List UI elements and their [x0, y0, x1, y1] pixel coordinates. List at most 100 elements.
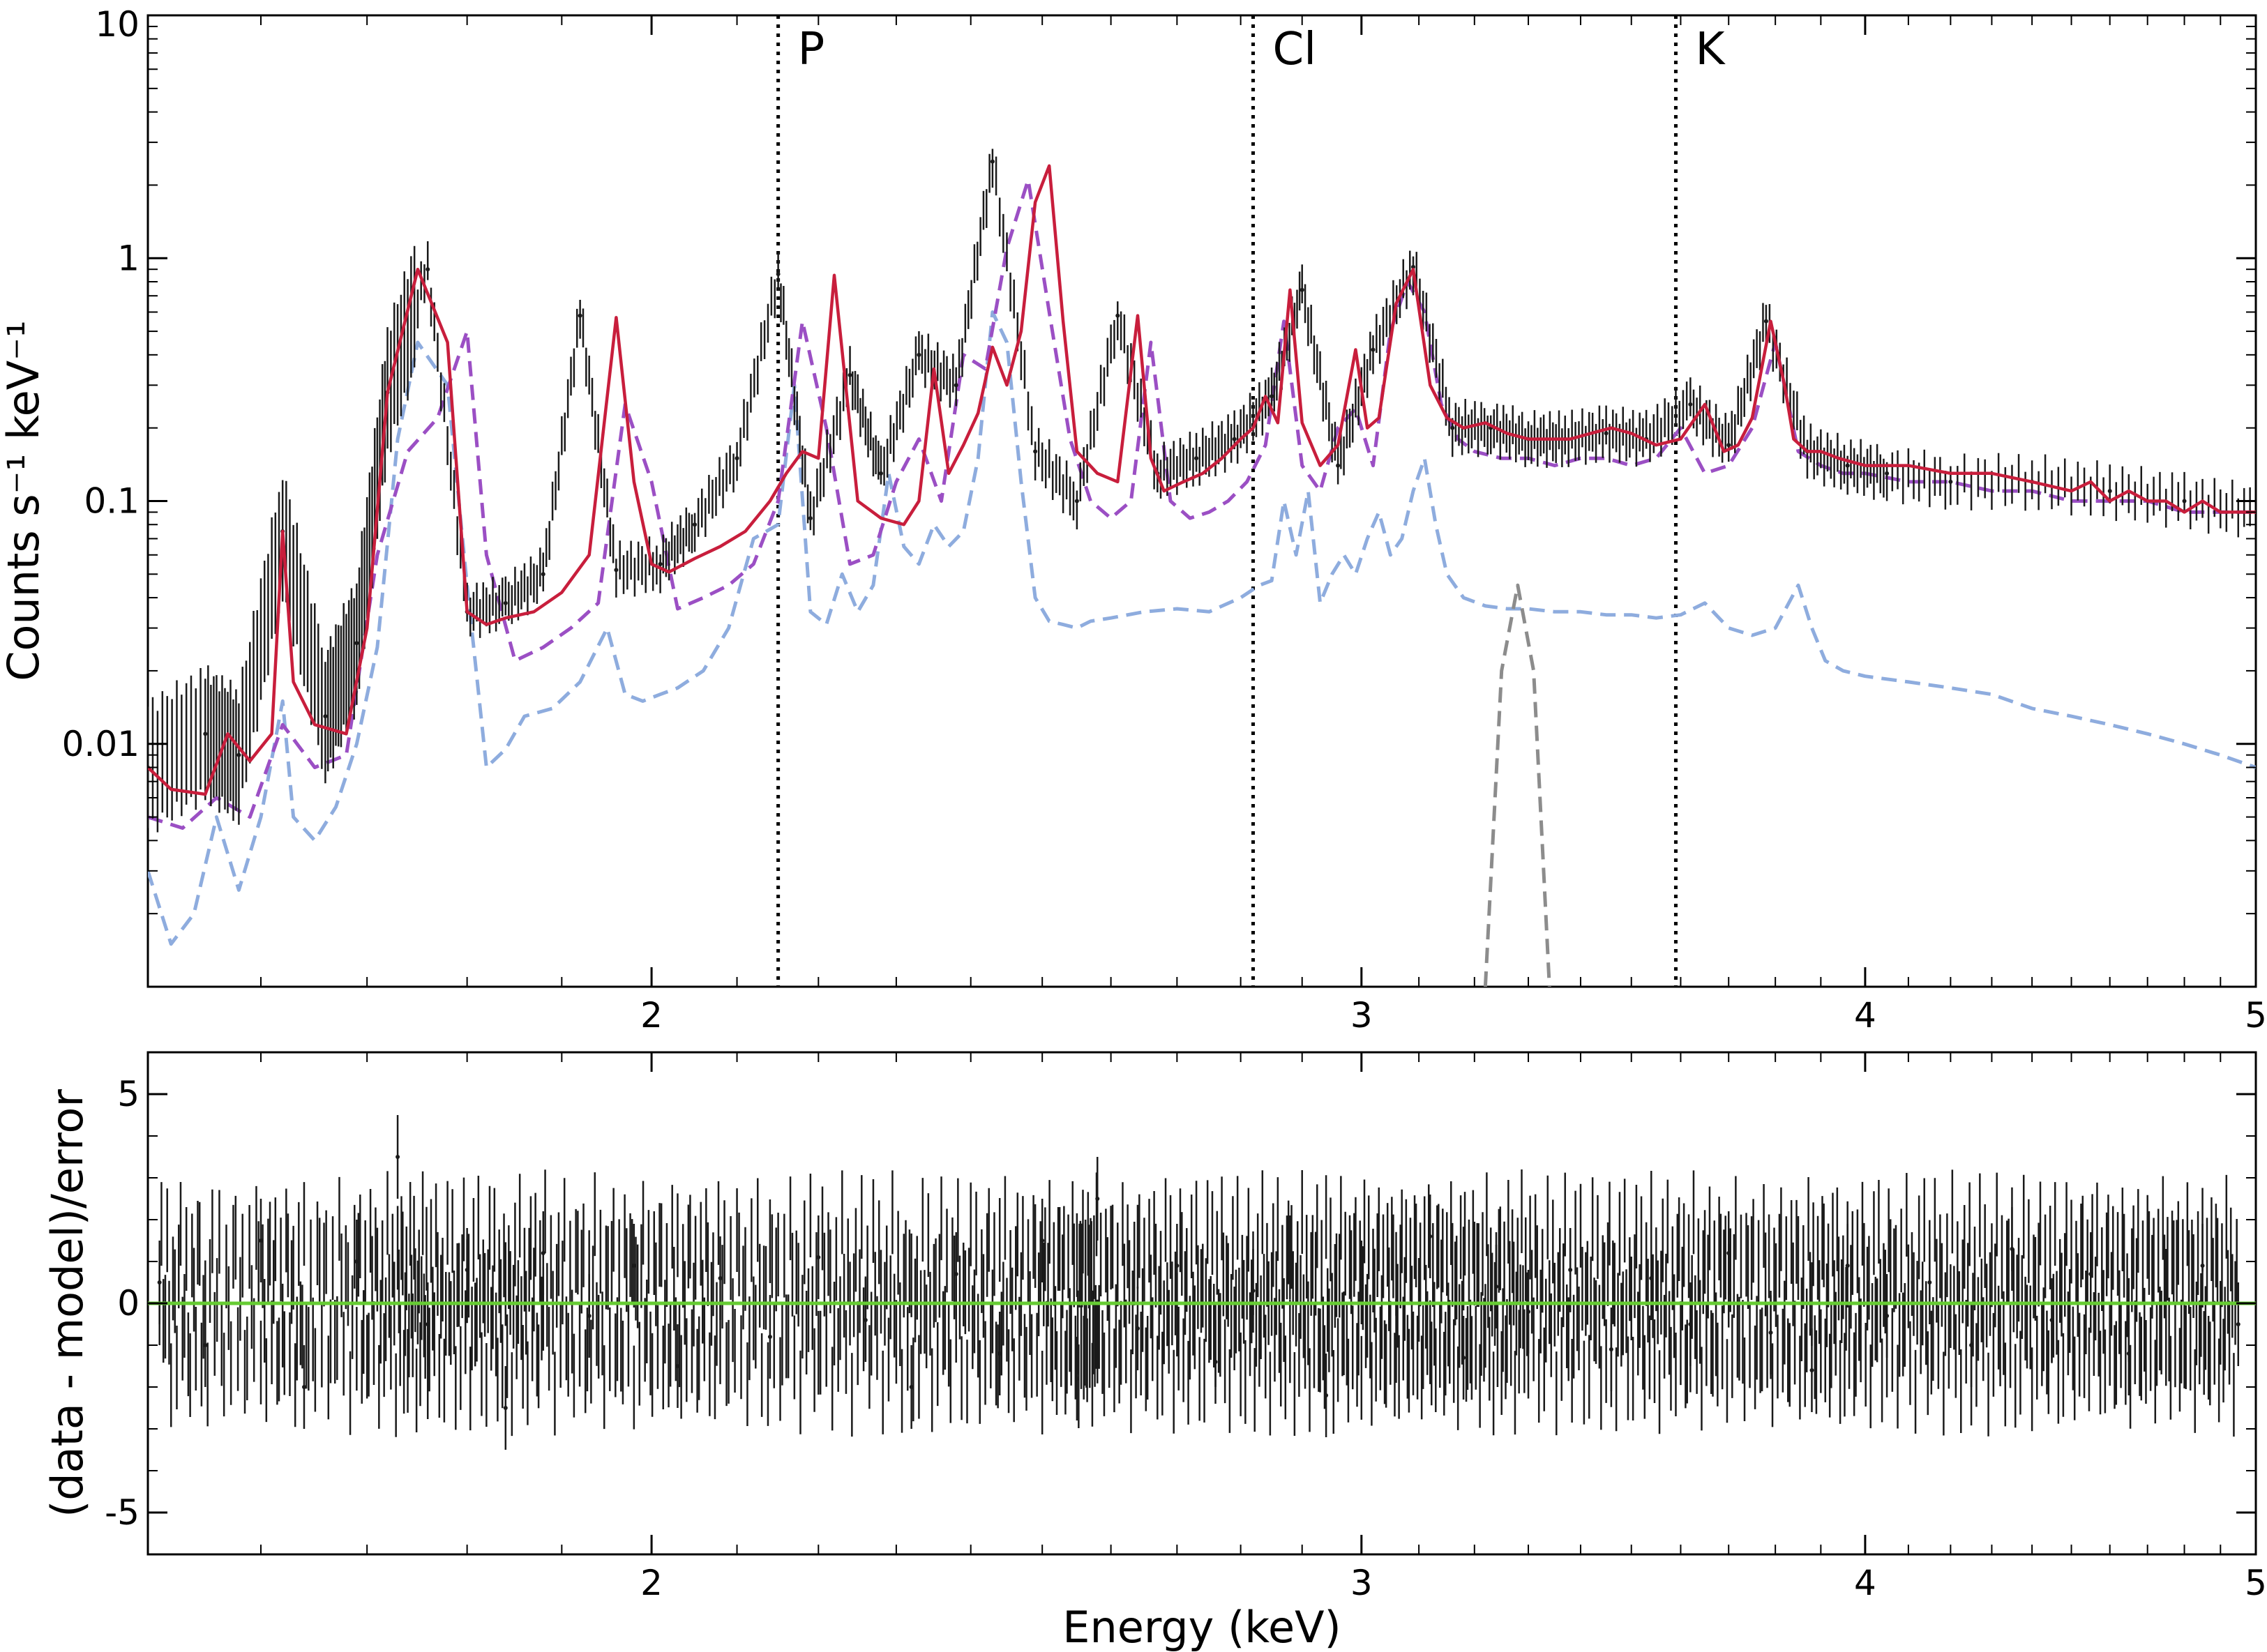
residuals-clip-group [148, 1115, 2256, 1450]
residual-point [1428, 1234, 1433, 1238]
component-1-line [148, 178, 2256, 830]
data-point [1726, 443, 1731, 448]
residual-point [396, 1155, 400, 1159]
data-points-group [148, 149, 2256, 833]
residual-point [1074, 1377, 1079, 1381]
residual-point [1609, 1347, 1613, 1351]
residual-point [2010, 1247, 2014, 1251]
residual-point [631, 1264, 636, 1268]
residuals-x-tick-label: 4 [1854, 1563, 1876, 1603]
data-point [203, 732, 208, 736]
spectrum-x-tick-label: 5 [2245, 995, 2267, 1036]
narrow-component-line [1483, 583, 1551, 987]
residual-point [1493, 1285, 1498, 1289]
residual-point [1568, 1268, 1573, 1272]
data-point [776, 272, 781, 277]
data-point [1411, 264, 1416, 269]
residual-point [2049, 1318, 2054, 1322]
residual-point [2200, 1264, 2205, 1268]
residual-point [2088, 1272, 2093, 1276]
spectrum-axis-ticks: 2 3 4 5 0.01 0.1 1 10 [62, 4, 2267, 1036]
data-point [1371, 347, 1376, 352]
data-point [1270, 394, 1274, 399]
residual-point [1927, 1280, 1932, 1285]
data-point [236, 752, 241, 757]
component-2-line [148, 310, 2256, 946]
residual-point [2236, 1322, 2240, 1326]
total-model-line [148, 164, 2256, 796]
spectrum-x-tick-label: 2 [640, 995, 663, 1036]
residual-point [2164, 1289, 2169, 1293]
x-axis-label: Energy (keV) [1062, 1602, 1341, 1652]
residual-point [1251, 1289, 1256, 1293]
residual-point [675, 1364, 680, 1368]
residual-point [258, 1238, 263, 1243]
data-point [990, 159, 995, 164]
spectrum-y-tick-label: 10 [95, 4, 140, 45]
residuals-y-tick-label: 0 [117, 1283, 140, 1324]
spectrum-y-tick-label: 0.01 [62, 724, 140, 764]
residual-point [1649, 1276, 1654, 1280]
data-point [917, 352, 921, 357]
spectrum-x-tick-label: 3 [1350, 995, 1373, 1036]
data-point [323, 714, 328, 719]
residual-point [1135, 1326, 1140, 1331]
data-point [2182, 499, 2187, 503]
data-point [425, 267, 430, 272]
residual-point [1359, 1280, 1364, 1285]
data-point [1845, 463, 1850, 468]
residuals-x-tick-label: 5 [2245, 1563, 2267, 1603]
data-point [693, 522, 698, 527]
data-point [1232, 437, 1237, 441]
residual-point [1040, 1238, 1045, 1243]
data-point [878, 471, 883, 476]
residual-point [2126, 1351, 2131, 1356]
spectrum-panel: P Cl K 2 3 4 5 0.01 0.1 1 10 Counts s⁻¹ keV⁻¹ [0, 4, 2267, 1036]
spectrum-y-tick-label: 0.1 [84, 481, 140, 522]
spectrum-plot-frame [146, 14, 2257, 988]
residual-point [157, 1280, 162, 1285]
residual-point [1768, 1331, 1773, 1335]
residual-point [1288, 1255, 1293, 1259]
residual-point [1809, 1368, 1814, 1372]
residual-point [1394, 1339, 1399, 1343]
data-point [1300, 287, 1304, 292]
data-point [954, 383, 958, 388]
data-point [1688, 402, 1693, 407]
residuals-panel: 2 3 4 5 -5 0 5 (data - model)/error [42, 1051, 2267, 1603]
residuals-y-tick-label: -5 [105, 1492, 140, 1533]
residuals-x-tick-label: 3 [1350, 1563, 1373, 1603]
data-point [578, 313, 582, 318]
residual-point [767, 1335, 772, 1339]
residual-point [1726, 1251, 1731, 1255]
residual-point [1969, 1343, 1974, 1347]
spectrum-y-axis-label: Counts s⁻¹ keV⁻¹ [0, 320, 49, 681]
residual-point [203, 1343, 208, 1347]
data-point [1115, 313, 1120, 318]
residual-point [1175, 1264, 1180, 1268]
residual-point [541, 1251, 545, 1255]
residual-points-group [157, 1115, 2240, 1450]
data-point [1033, 449, 1038, 454]
data-point [735, 456, 739, 461]
spectrum-y-tick-label: 1 [117, 238, 140, 278]
residuals-x-tick-label: 2 [640, 1563, 663, 1603]
residual-point [816, 1255, 821, 1259]
residual-point [301, 1385, 306, 1389]
element-line-markers: P Cl K [776, 15, 1726, 987]
data-point [848, 372, 852, 377]
residual-point [1885, 1314, 1890, 1318]
data-point [2107, 489, 2112, 494]
residual-point [1095, 1197, 1100, 1201]
element-marker-label: P [798, 24, 825, 75]
data-point [503, 600, 508, 605]
data-point [1763, 319, 1768, 324]
data-point [808, 516, 813, 521]
data-point [1450, 425, 1455, 430]
element-marker-label: K [1695, 24, 1726, 75]
residual-point [1213, 1360, 1218, 1364]
data-point [1194, 456, 1199, 461]
residual-point [1324, 1393, 1329, 1397]
residual-point [1461, 1356, 1466, 1360]
